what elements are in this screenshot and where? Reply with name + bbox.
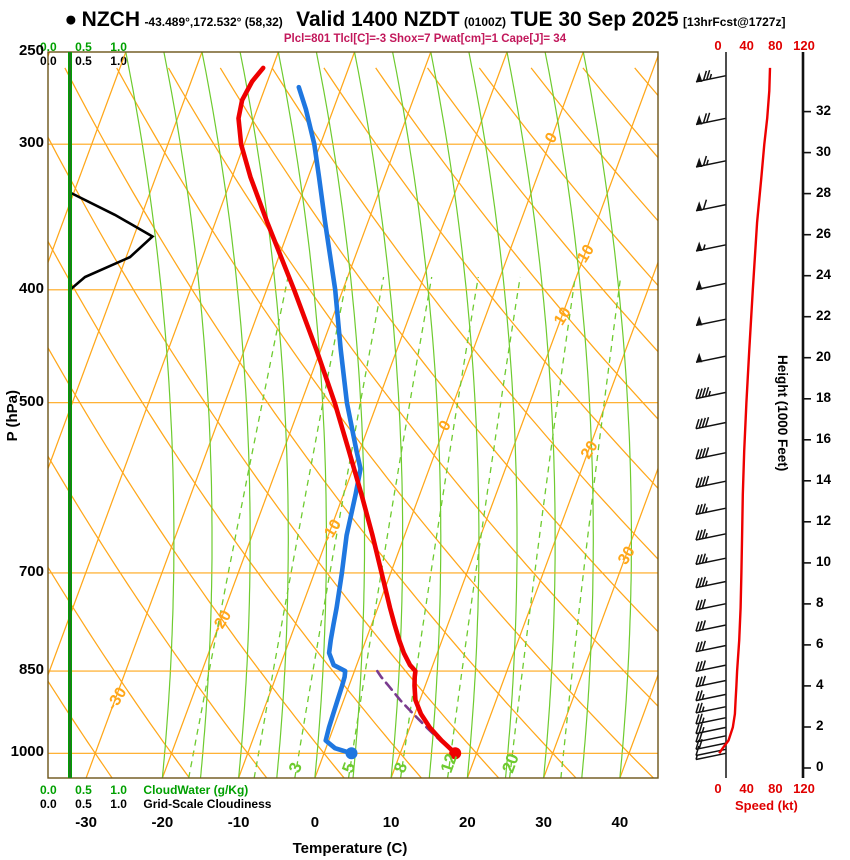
- temp-tick--20: -20: [151, 814, 174, 831]
- cw-b-tick-2: 1.0: [110, 783, 127, 797]
- wind-barb-panel[interactable]: [658, 52, 727, 778]
- temp-tick-40: 40: [611, 814, 629, 831]
- speed-tick-40: 40: [739, 781, 754, 796]
- speed-tick-80: 80: [768, 38, 783, 53]
- height-tick-14: 14: [816, 471, 832, 487]
- height-tick-22: 22: [816, 307, 832, 323]
- svg-text:10: 10: [551, 304, 575, 328]
- height-tick-26: 26: [816, 225, 832, 241]
- speed-axis-label: Speed (kt): [735, 798, 798, 813]
- height-tick-marks: [803, 110, 811, 769]
- temp-tick--30: -30: [75, 814, 97, 831]
- wind-barbs: [695, 69, 727, 761]
- height-tick-16: 16: [816, 430, 832, 446]
- svg-text:-10: -10: [318, 517, 345, 546]
- pressure-tick-850: 850: [18, 661, 44, 679]
- height-tick-18: 18: [816, 389, 832, 405]
- wind-speed-curve: [718, 67, 772, 754]
- isotherm-lines: [48, 52, 658, 778]
- temp-tick-20: 20: [459, 814, 476, 831]
- isobar-lines: [48, 52, 658, 754]
- speed-tick-80: 80: [768, 781, 783, 796]
- cld-tick-2: 1.0: [110, 54, 127, 68]
- height-tick-28: 28: [816, 184, 832, 200]
- height-speed-panel[interactable]: [718, 52, 811, 778]
- speed-tick-120: 120: [793, 38, 815, 53]
- cloudiness-label: Grid-Scale Cloudiness: [143, 797, 272, 811]
- cld-tick-1: 0.5: [75, 54, 92, 68]
- svg-text:5: 5: [338, 760, 359, 775]
- height-tick-2: 2: [816, 717, 824, 733]
- temperature-axis-label: Temperature (C): [292, 840, 408, 857]
- height-tick-6: 6: [816, 635, 824, 651]
- temp-tick-10: 10: [382, 814, 400, 831]
- pressure-tick-500: 500: [18, 392, 44, 410]
- temp-tick-30: 30: [535, 814, 552, 831]
- title-bar: ● NZCH -43.489°,172.532° (58,32) Valid 1…: [0, 8, 850, 32]
- cloudwater-scale-bottom: 0.0 0.5 1.0 CloudWater (g/Kg): [40, 781, 248, 799]
- station-name: NZCH: [81, 8, 140, 31]
- pressure-tick-400: 400: [18, 279, 44, 297]
- speed-tick-40: 40: [739, 38, 754, 53]
- svg-text:30: 30: [615, 544, 639, 568]
- pressure-tick-700: 700: [18, 562, 44, 580]
- height-tick-32: 32: [816, 102, 832, 118]
- dewpoint-profile: [296, 84, 363, 756]
- pressure-tick-1000: 1000: [10, 743, 44, 761]
- mixing-ratio-lines: [188, 276, 622, 778]
- svg-text:20: 20: [498, 751, 522, 775]
- cloudiness-curve: [68, 52, 155, 754]
- valid-date: TUE 30 Sep 2025: [510, 8, 679, 31]
- height-tick-24: 24: [816, 266, 832, 282]
- moist-adiabat-lines: [125, 52, 632, 778]
- pressure-axis-label: P (hPa): [4, 390, 21, 442]
- height-tick-20: 20: [816, 348, 832, 364]
- surface-markers: [345, 747, 462, 760]
- speed-tick-120: 120: [793, 781, 815, 796]
- cloudiness-scale-bottom: 0.0 0.5 1.0 Grid-Scale Cloudiness: [40, 795, 271, 813]
- height-tick-30: 30: [816, 143, 832, 159]
- height-tick-8: 8: [816, 594, 824, 610]
- height-tick-0: 0: [816, 759, 824, 774]
- cld-b-tick-0: 0.0: [40, 797, 57, 811]
- pressure-tick-250: 250: [18, 42, 44, 59]
- height-tick-12: 12: [816, 512, 832, 528]
- temp-tick-0: 0: [310, 814, 320, 831]
- stability-indices: Plcl=801 Tlcl[C]=-3 Shox=7 Pwat[cm]=1 Ca…: [283, 33, 567, 45]
- valid-time: Valid 1400 NZDT: [296, 8, 460, 31]
- svg-text:10: 10: [574, 242, 598, 266]
- temperature-profile: [236, 65, 458, 756]
- cloudwater-scale-top: 0.0 0.5 1.0: [40, 38, 127, 56]
- cw-tick-1: 0.5: [75, 40, 92, 54]
- cw-tick-2: 1.0: [110, 40, 127, 54]
- cloudwater-label: CloudWater (g/Kg): [143, 783, 249, 797]
- svg-text:3: 3: [285, 760, 306, 775]
- temp-tick--10: -10: [227, 814, 250, 831]
- speed-tick-0: 0: [714, 781, 722, 796]
- speed-tick-0: 0: [714, 38, 722, 53]
- station-dot-icon: ●: [64, 8, 78, 31]
- height-tick-10: 10: [816, 553, 832, 569]
- pressure-tick-300: 300: [18, 134, 44, 152]
- station-coords: -43.489°,172.532° (58,32): [144, 15, 283, 29]
- valid-utc: (0100Z): [464, 15, 507, 29]
- cw-b-tick-1: 0.5: [75, 783, 92, 797]
- cloudiness-scale-top: 0.0 0.5 1.0: [40, 52, 127, 70]
- forecast-tag: [13hrFcst@1727z]: [683, 15, 786, 29]
- height-axis-label: Height (1000 Feet): [775, 355, 790, 472]
- svg-text:20: 20: [578, 438, 602, 462]
- plot-border: [47, 51, 659, 779]
- cw-b-tick-0: 0.0: [40, 783, 57, 797]
- cw-tick-0: 0.0: [40, 40, 57, 54]
- cld-b-tick-1: 0.5: [75, 797, 92, 811]
- height-tick-4: 4: [816, 676, 824, 692]
- cld-b-tick-2: 1.0: [110, 797, 127, 811]
